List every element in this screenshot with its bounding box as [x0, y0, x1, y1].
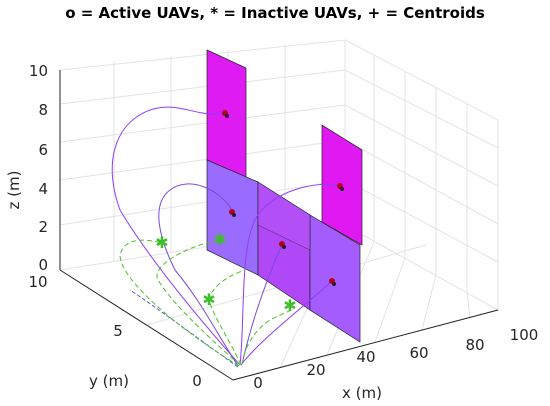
x-tick-label: 60: [409, 344, 428, 362]
x-tick-label: 40: [356, 348, 375, 366]
trajectory-10: [241, 305, 295, 365]
trajectory-5: [240, 280, 333, 366]
z-tick-label: 10: [29, 62, 48, 80]
chart-title: o = Active UAVs, * = Inactive UAVs, + = …: [65, 4, 485, 22]
trajectory-3: [239, 183, 341, 366]
active-uav-marker: [229, 209, 236, 217]
x-tick-label: 0: [253, 374, 263, 392]
y-axis-label: y (m): [89, 372, 129, 390]
inactive-uav-marker: ✱: [202, 290, 215, 309]
active-uav-marker: [337, 183, 344, 191]
x-tick-label: 80: [465, 336, 484, 354]
y-ticks: 10 5 0: [28, 273, 201, 390]
x-tick-label: 100: [510, 326, 539, 344]
z-tick-label: 0: [38, 256, 48, 274]
panel-mid-right: [309, 214, 361, 343]
y-tick-label: 0: [192, 372, 202, 390]
z-tick-label: 4: [38, 180, 48, 198]
x-axis-label: x (m): [342, 384, 382, 402]
axes: [59, 70, 499, 381]
trajectory-9: [208, 269, 246, 366]
x-tick-label: 20: [306, 361, 325, 379]
active-uav-marker: [222, 110, 229, 118]
trajectory-7: [119, 239, 240, 367]
trajectory-8: [156, 239, 241, 366]
trajectories: [111, 106, 341, 368]
y-tick-label: 10: [28, 273, 47, 291]
z-tick-label: 8: [38, 101, 48, 119]
uav-markers: ✱ ✱ ✱ ✱: [155, 110, 344, 315]
inactive-uav-marker: ✱: [283, 296, 296, 315]
z-tick-label: 2: [38, 218, 48, 236]
active-uav-marker: [279, 241, 286, 249]
y-tick-label: 5: [113, 322, 123, 340]
trajectory-1: [111, 106, 241, 366]
z-axis-label: z (m): [5, 171, 23, 210]
inactive-uav-marker: ✱: [155, 233, 168, 252]
z-ticks: 0 2 4 6 8 10: [29, 62, 48, 274]
x-ticks: 0 20 40 60 80 100: [253, 326, 538, 392]
trajectory-2: [158, 183, 239, 367]
z-tick-label: 6: [38, 141, 48, 159]
trajectory-6: [129, 289, 239, 368]
inactive-uav-marker: ✱: [213, 230, 226, 249]
panel-mid-left: [206, 159, 259, 276]
panel-lower-center: [257, 181, 311, 251]
active-uav-marker: [329, 278, 336, 286]
